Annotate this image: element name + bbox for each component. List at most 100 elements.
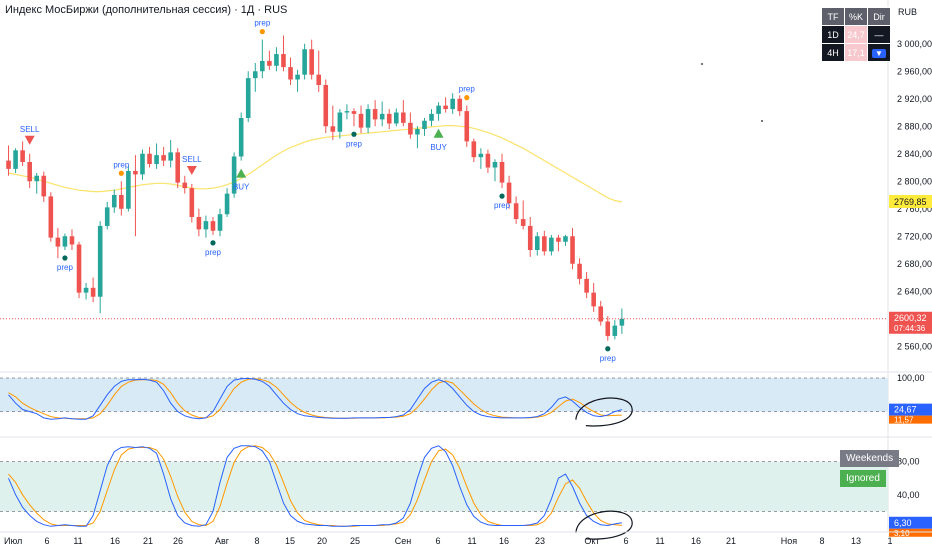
mtf-row-1d-dir: — [867,25,891,44]
candle-body [408,122,413,135]
candle-body [471,141,477,158]
candle-body [542,236,547,252]
last-price-badge [889,311,932,334]
prep-label: prep [459,85,476,94]
prep-dot-icon [210,240,216,246]
price-tick-label: 2 560,00 [897,341,932,351]
stoch-2-tick-label: 80,00 [897,457,920,467]
time-tick-label: 6 [44,536,49,546]
mtf-row-4h-dir: ▼ [867,43,891,62]
candle-body [464,111,470,142]
stoch-1-k-badge [889,403,932,416]
mtf-row-1d-tf: 1D [821,25,845,44]
candle-body [196,217,202,230]
candle-body [295,74,300,80]
currency-label[interactable]: RUB [898,7,918,17]
countdown-label: 07:44:36 [894,324,926,333]
price-tick-label: 2 960,00 [897,66,932,76]
candle-body [379,113,385,120]
candle-body [499,162,505,183]
candle-body [69,236,75,245]
candle-body [203,221,209,230]
time-tick-label: 26 [173,536,183,546]
candle-body [168,152,173,161]
stoch-1-k-label: 24,67 [894,405,917,415]
candle-body [126,170,131,209]
stoch-1-k-line [8,377,623,420]
sell-arrow-icon [24,135,35,145]
time-tick-label: 11 [73,536,82,546]
candle-body [598,306,604,322]
time-tick-label: 20 [317,536,327,546]
candle-body [267,60,272,66]
candle-body [401,112,406,123]
candle-body [365,109,371,128]
candle-body [457,98,463,112]
candle-body [443,105,448,110]
moving-average-line [8,125,623,203]
stoch-2-d-label: 3,10 [894,529,910,538]
candle-body [13,150,18,169]
candle-body [274,54,279,66]
candle-body [34,175,40,182]
candle-body [485,153,491,168]
prep-label: prep [254,19,271,28]
candle-body [436,105,441,114]
prep-label: prep [113,160,130,169]
candle-body [231,156,237,194]
arrow-down-icon: ▼ [872,48,886,58]
prep-label: prep [57,263,74,272]
candle-body [238,118,244,157]
sell-label: SELL [182,155,202,164]
candle-body [189,188,195,217]
buy-label: BUY [233,183,250,192]
price-tick-label: 2 680,00 [897,259,932,269]
candle-body [450,98,455,110]
candle-body [147,153,152,165]
candle-body [41,175,47,197]
chart-dot [701,63,703,65]
candle-body [492,162,498,168]
time-tick-label: 16 [691,536,701,546]
candle-body [182,182,188,189]
candle-body [351,111,357,114]
sell-label: SELL [20,125,40,134]
time-tick-label: Авг [215,536,230,546]
weekends-label: Weekends [840,450,900,467]
price-tick-label: 2 840,00 [897,149,932,159]
time-tick-label: Сен [395,536,412,546]
mtf-row-4h-tf: 4H [821,43,845,62]
mtf-header-tf: TF [821,7,845,26]
candle-body [577,263,582,279]
candle-body [372,109,378,120]
stoch-1-zone [0,378,888,412]
time-tick-label: 1 [887,536,892,546]
price-tick-label: 2 720,00 [897,231,932,241]
candle-body [111,195,117,208]
last-price-label: 2600,32 [894,313,927,323]
prep-dot-icon [605,346,611,352]
candle-body [6,160,11,169]
candle-body [140,153,145,175]
prep-dot-icon [464,95,470,101]
candle-body [104,207,110,226]
candle-body [27,162,32,182]
prep-dot-icon [499,193,505,199]
price-tick-label: 2 920,00 [897,94,932,104]
candle-body [323,85,329,127]
candle-body [309,49,314,75]
candle-body [612,325,618,336]
candle-body [337,112,343,132]
time-tick-label: 11 [467,536,476,546]
price-tick-label: 3 000,00 [897,39,932,49]
stoch-2-drawn-ellipse [575,510,633,540]
candle-body [344,111,350,113]
time-tick-label: 21 [726,536,736,546]
candle-body [316,74,322,85]
stoch-2-d-badge [889,528,932,537]
time-tick-label: 21 [143,536,153,546]
stoch-1-tick-label: 100,00 [897,373,925,383]
candle-body [302,49,307,75]
candle-body [83,287,89,293]
